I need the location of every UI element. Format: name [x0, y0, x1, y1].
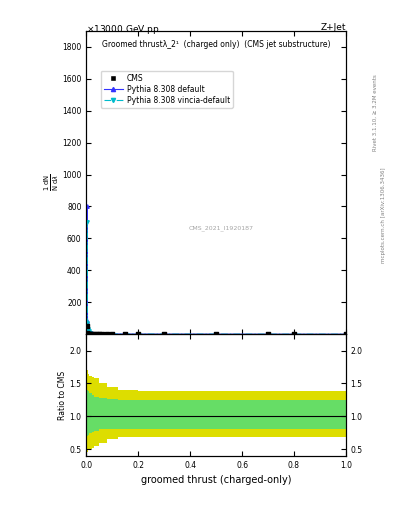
Point [213, 330, 219, 338]
Legend: CMS, Pythia 8.308 default, Pythia 8.308 vincia-default: CMS, Pythia 8.308 default, Pythia 8.308 … [101, 71, 233, 108]
Text: Z+Jet: Z+Jet [320, 23, 346, 32]
Point [85, 330, 92, 338]
Y-axis label: $\frac{1}{\mathrm{N}} \frac{\mathrm{d}\mathrm{N}}{\mathrm{d}\lambda}$: $\frac{1}{\mathrm{N}} \frac{\mathrm{d}\m… [42, 174, 61, 191]
Text: $\times$13000 GeV pp: $\times$13000 GeV pp [86, 23, 160, 36]
Y-axis label: Ratio to CMS: Ratio to CMS [58, 370, 67, 419]
Point [122, 330, 129, 338]
Point [96, 330, 103, 338]
Point [265, 330, 271, 338]
Point [94, 330, 100, 338]
Point [109, 330, 116, 338]
Text: mcplots.cern.ch [arXiv:1306.3436]: mcplots.cern.ch [arXiv:1306.3436] [381, 167, 386, 263]
Text: Rivet 3.1.10, ≥ 3.2M events: Rivet 3.1.10, ≥ 3.2M events [373, 74, 378, 151]
Point [85, 330, 91, 338]
Point [86, 330, 92, 338]
Point [87, 330, 94, 338]
Point [99, 330, 105, 338]
Point [84, 322, 90, 330]
X-axis label: groomed thrust (charged-only): groomed thrust (charged-only) [141, 475, 291, 485]
Point [135, 330, 141, 338]
Text: Groomed thrustλ_2¹  (charged only)  (CMS jet substructure): Groomed thrustλ_2¹ (charged only) (CMS j… [102, 40, 331, 49]
Point [91, 330, 97, 338]
Point [161, 330, 167, 338]
Point [84, 329, 91, 337]
Point [88, 330, 95, 338]
Text: CMS_2021_I1920187: CMS_2021_I1920187 [189, 225, 254, 231]
Point [343, 330, 349, 338]
Point [291, 330, 297, 338]
Point [104, 330, 110, 338]
